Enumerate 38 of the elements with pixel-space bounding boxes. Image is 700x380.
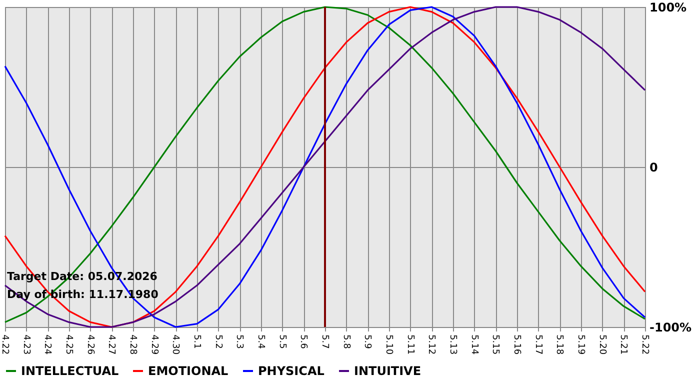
x-tick-label: 5.18: [554, 334, 564, 355]
legend-label: EMOTIONAL: [148, 364, 229, 378]
x-tick-label: 5.2: [212, 334, 223, 349]
x-tick-label: 4.30: [170, 334, 180, 355]
x-tick-label: 5.10: [384, 334, 394, 355]
x-tick-label: 5.9: [362, 334, 372, 350]
x-tick-label: 5.4: [256, 334, 266, 350]
x-tick-label: 5.12: [426, 334, 436, 355]
x-tick-label: 4.27: [106, 334, 116, 355]
x-tick-label: 4.28: [128, 334, 138, 355]
x-tick-label: 5.14: [468, 334, 479, 355]
x-tick-label: 5.8: [340, 334, 351, 350]
x-tick-label: 5.1: [192, 334, 202, 349]
x-tick-label: 5.6: [298, 334, 308, 350]
x-tick-label: 4.22: [0, 334, 10, 355]
x-tick-label: 5.13: [448, 334, 458, 355]
x-tick-label: 4.25: [64, 334, 74, 355]
x-tick-label: 5.16: [512, 334, 522, 355]
x-tick-label: 5.7: [320, 334, 330, 349]
x-tick-label: 5.11: [404, 334, 415, 355]
y-tick-label: -100%: [650, 320, 692, 334]
y-tick-label: 100%: [650, 0, 687, 14]
y-tick-label: 0: [650, 160, 658, 174]
x-tick-label: 5.15: [490, 334, 500, 355]
x-tick-label: 4.23: [20, 334, 31, 355]
legend-label: PHYSICAL: [258, 364, 325, 378]
x-tick-label: 5.5: [276, 334, 287, 349]
x-tick-label: 4.26: [84, 334, 95, 355]
x-tick-label: 5.21: [618, 334, 628, 355]
x-tick-label: 5.20: [596, 334, 607, 355]
x-tick-label: 5.22: [640, 334, 650, 355]
x-tick-label: 5.3: [234, 334, 244, 349]
legend-label: INTELLECTUAL: [21, 364, 120, 378]
legend-label: INTUITIVE: [354, 364, 422, 378]
x-tick-label: 4.29: [148, 334, 159, 355]
x-tick-label: 4.24: [42, 334, 52, 355]
x-tick-label: 5.19: [576, 334, 586, 355]
x-tick-label: 5.17: [532, 334, 543, 355]
